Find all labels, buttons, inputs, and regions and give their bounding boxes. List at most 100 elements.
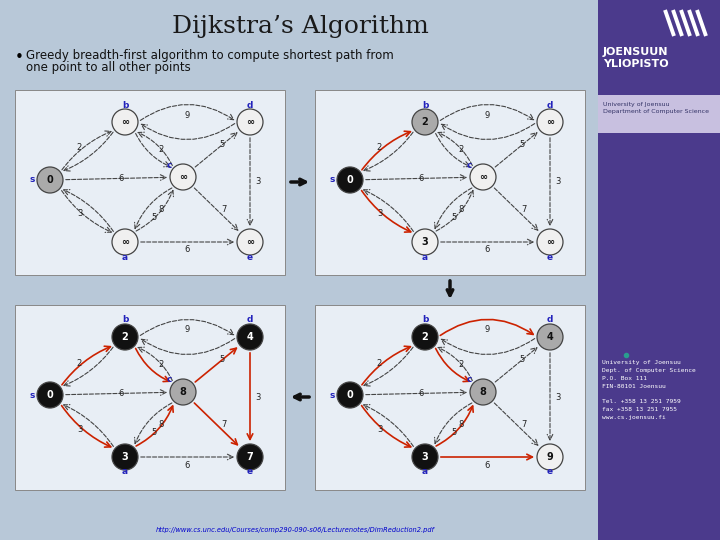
FancyBboxPatch shape [315, 305, 585, 490]
Text: 9: 9 [485, 326, 490, 334]
Text: 6: 6 [119, 389, 124, 398]
FancyBboxPatch shape [598, 0, 720, 540]
Text: 8: 8 [179, 387, 186, 397]
Circle shape [537, 109, 563, 135]
Circle shape [112, 324, 138, 350]
Text: c: c [166, 375, 171, 384]
Text: 8: 8 [480, 387, 487, 397]
Circle shape [112, 229, 138, 255]
Circle shape [337, 167, 363, 193]
Text: s: s [30, 390, 35, 400]
Circle shape [412, 324, 438, 350]
Text: 3: 3 [555, 393, 561, 402]
Text: 5: 5 [519, 355, 524, 364]
Text: •: • [15, 50, 24, 64]
FancyBboxPatch shape [315, 90, 585, 275]
Circle shape [537, 444, 563, 470]
Text: c: c [467, 160, 472, 170]
Text: e: e [547, 253, 553, 261]
Text: 7: 7 [521, 205, 526, 214]
Text: 3: 3 [77, 210, 82, 219]
Text: e: e [247, 468, 253, 476]
Text: 6: 6 [185, 461, 190, 469]
Text: 8: 8 [459, 205, 464, 214]
Text: b: b [422, 315, 428, 325]
Text: Greedy breadth-first algorithm to compute shortest path from: Greedy breadth-first algorithm to comput… [26, 49, 394, 62]
Text: 6: 6 [485, 461, 490, 469]
Text: b: b [422, 100, 428, 110]
Text: d: d [247, 315, 253, 325]
Text: 9: 9 [185, 111, 190, 119]
Text: 2: 2 [158, 145, 163, 154]
Circle shape [412, 444, 438, 470]
Circle shape [112, 444, 138, 470]
Text: 2: 2 [459, 145, 464, 154]
Text: c: c [166, 160, 171, 170]
Text: 3: 3 [377, 424, 382, 434]
Text: 8: 8 [459, 420, 464, 429]
FancyBboxPatch shape [15, 90, 285, 275]
Circle shape [237, 229, 263, 255]
Text: c: c [467, 375, 472, 384]
Text: 7: 7 [247, 452, 253, 462]
Text: 3: 3 [377, 210, 382, 219]
Text: JOENSUUN
YLIOPISTO: JOENSUUN YLIOPISTO [603, 46, 669, 70]
Text: a: a [422, 253, 428, 261]
Text: 3: 3 [122, 452, 128, 462]
Text: ∞: ∞ [246, 237, 254, 247]
Circle shape [412, 109, 438, 135]
Circle shape [37, 382, 63, 408]
Text: b: b [122, 100, 128, 110]
Text: 0: 0 [47, 390, 53, 400]
Circle shape [237, 444, 263, 470]
Text: e: e [247, 253, 253, 261]
Text: 2: 2 [422, 332, 428, 342]
Text: 9: 9 [546, 452, 554, 462]
Text: 4: 4 [247, 332, 253, 342]
Text: 8: 8 [158, 420, 163, 429]
Text: 3: 3 [256, 393, 261, 402]
FancyBboxPatch shape [598, 95, 720, 133]
Text: ∞: ∞ [121, 117, 129, 127]
Text: 9: 9 [185, 326, 190, 334]
Circle shape [112, 109, 138, 135]
Circle shape [170, 164, 196, 190]
Text: a: a [122, 253, 128, 261]
Circle shape [237, 324, 263, 350]
Text: 6: 6 [419, 174, 424, 183]
Circle shape [470, 164, 496, 190]
Circle shape [412, 229, 438, 255]
Text: 5: 5 [151, 428, 157, 437]
Text: University of Joensuu
Dept. of Computer Science
P.O. Box 111
FIN-80101 Joensuu

: University of Joensuu Dept. of Computer … [602, 360, 696, 420]
Text: s: s [30, 176, 35, 185]
Text: s: s [329, 176, 335, 185]
Text: 6: 6 [485, 246, 490, 254]
Circle shape [470, 379, 496, 405]
Text: 3: 3 [422, 452, 428, 462]
Text: ∞: ∞ [479, 172, 487, 182]
Text: 5: 5 [151, 213, 157, 222]
Text: d: d [546, 315, 553, 325]
Text: a: a [422, 468, 428, 476]
Text: e: e [547, 468, 553, 476]
Text: 2: 2 [158, 360, 163, 369]
Text: s: s [329, 390, 335, 400]
Circle shape [337, 382, 363, 408]
Text: one point to all other points: one point to all other points [26, 62, 191, 75]
Text: d: d [247, 100, 253, 110]
Text: 2: 2 [77, 144, 82, 152]
Text: ∞: ∞ [121, 237, 129, 247]
FancyBboxPatch shape [15, 305, 285, 490]
Text: 7: 7 [221, 420, 226, 429]
Text: 5: 5 [219, 355, 224, 364]
Text: ∞: ∞ [546, 117, 554, 127]
Text: 2: 2 [377, 144, 382, 152]
Circle shape [537, 229, 563, 255]
Text: 7: 7 [221, 205, 226, 214]
Text: 5: 5 [451, 213, 456, 222]
Text: b: b [122, 315, 128, 325]
Text: 3: 3 [555, 178, 561, 186]
Text: 2: 2 [122, 332, 128, 342]
Text: 6: 6 [419, 389, 424, 398]
Circle shape [237, 109, 263, 135]
